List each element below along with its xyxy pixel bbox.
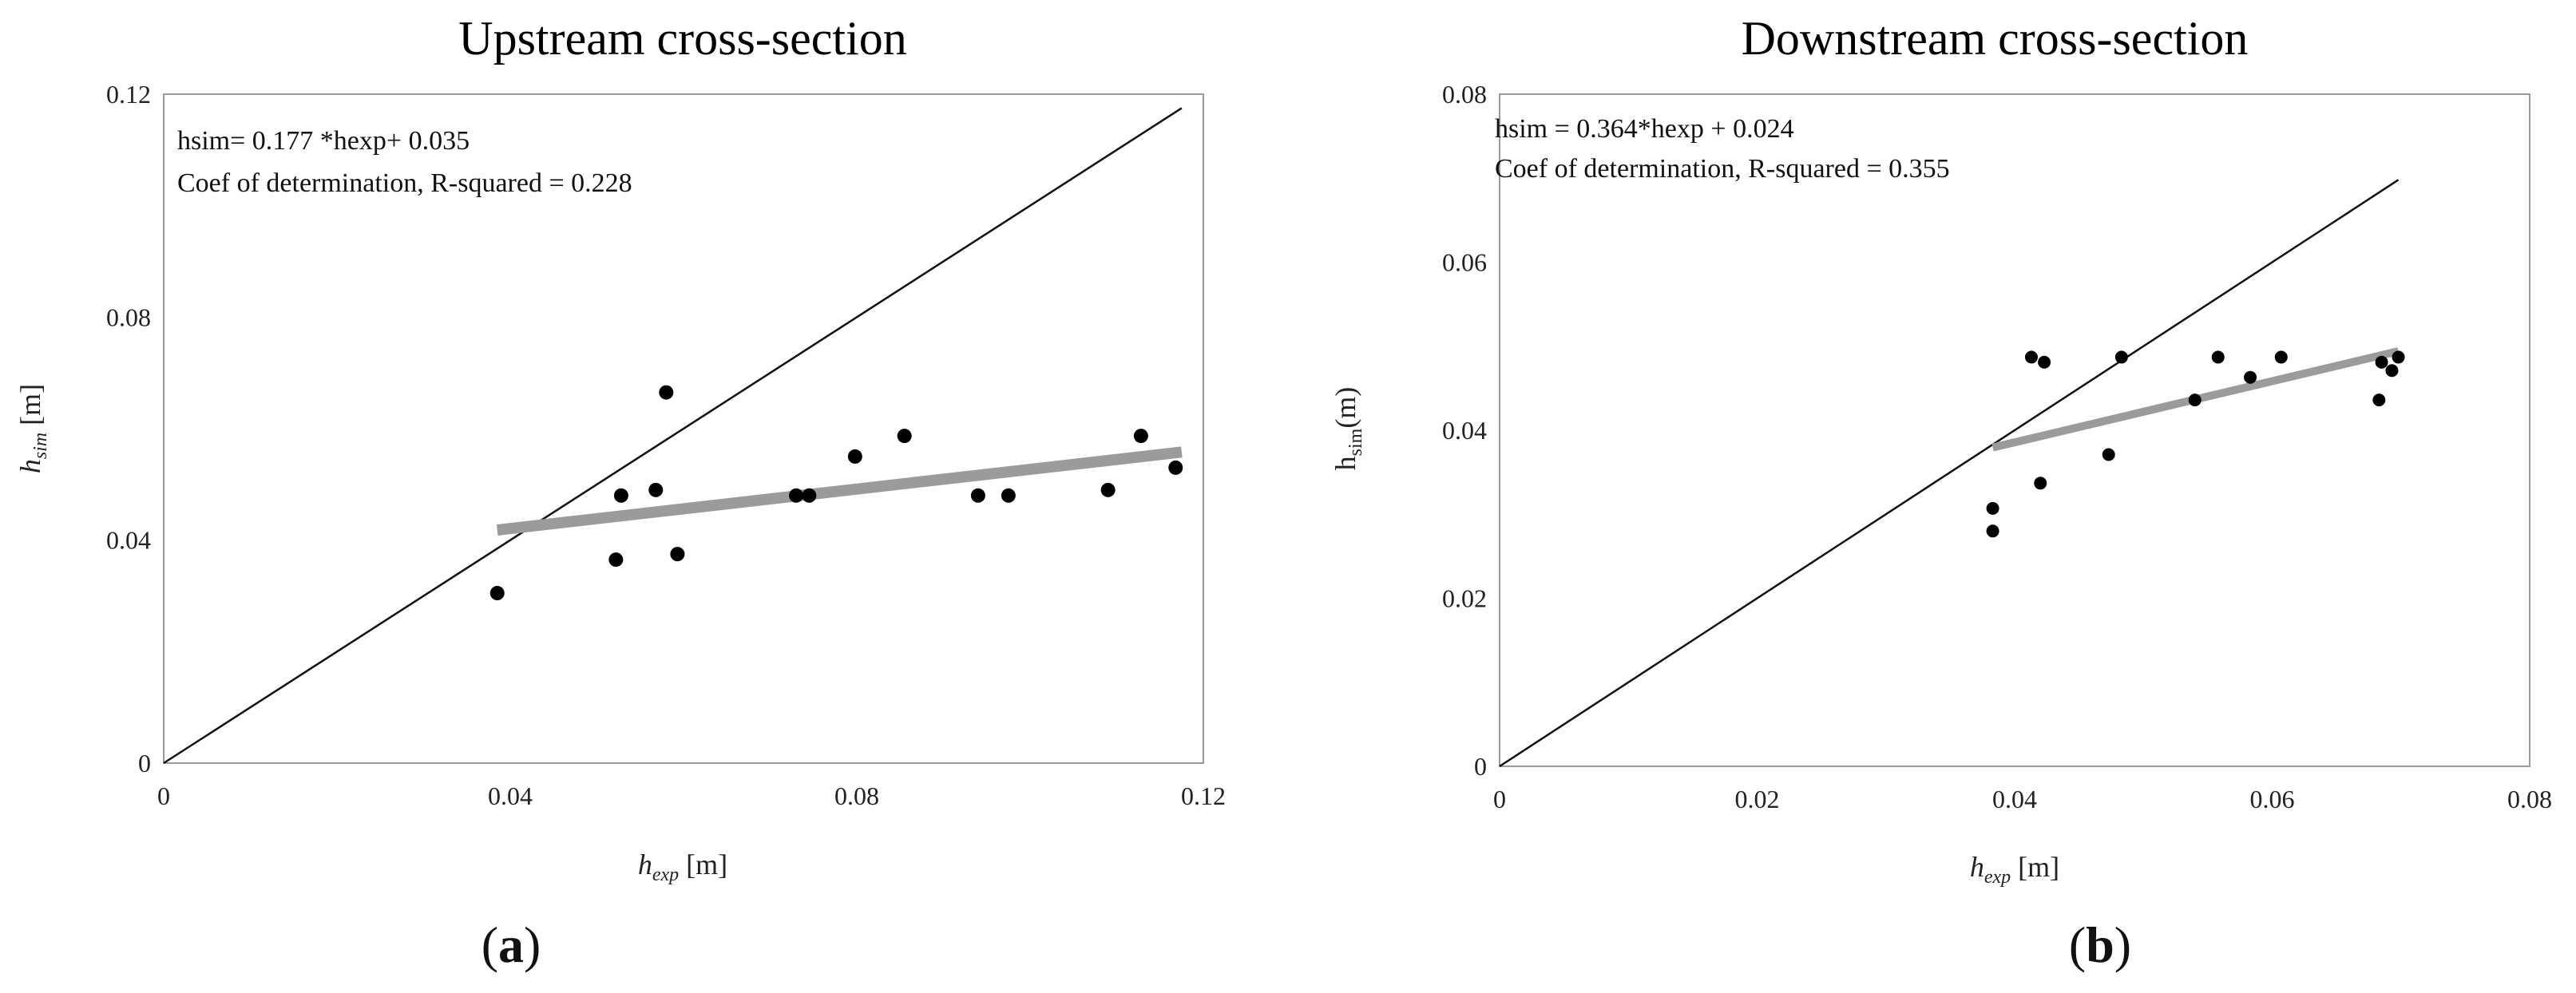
chart-title-downstream: Downstream cross-section bbox=[1742, 12, 2249, 65]
panel-label-b: (b) bbox=[2069, 916, 2131, 973]
y-axis-label-downstream: hsim(m) bbox=[1330, 387, 1366, 471]
data-point bbox=[2038, 355, 2051, 369]
data-point bbox=[1168, 460, 1183, 475]
data-point bbox=[847, 449, 862, 464]
x-tick-label: 0.04 bbox=[1992, 785, 2037, 813]
data-point bbox=[1001, 488, 1016, 503]
identity-line-downstream bbox=[1499, 179, 2400, 768]
equation-annotation-upstream: hsim= 0.177 *hexp+ 0.035 bbox=[177, 126, 470, 156]
panel-label-a: (a) bbox=[482, 916, 541, 973]
x-tick-label: 0 bbox=[1493, 785, 1506, 813]
y-tick-label: 0.08 bbox=[1442, 80, 1487, 109]
r-squared-annotation-downstream: Coef of determination, R-squared = 0.355 bbox=[1495, 154, 1950, 184]
data-point bbox=[608, 552, 624, 568]
plot-frame-upstream bbox=[163, 93, 1204, 764]
plot-frame-downstream bbox=[1499, 93, 2530, 767]
y-tick-label: 0 bbox=[1474, 752, 1487, 781]
data-point bbox=[970, 488, 985, 503]
y-axis-label-unit: [m] bbox=[14, 384, 46, 433]
x-tick-label: 0.02 bbox=[1735, 785, 1780, 813]
y-axis-label-unit: (m) bbox=[1330, 387, 1361, 429]
x-tick-labels-upstream: 0 0.04 0.08 0.12 bbox=[157, 781, 1226, 810]
data-point bbox=[897, 429, 912, 444]
x-axis-label-upstream: hexp [m] bbox=[638, 849, 727, 885]
y-axis-label-sub: sim bbox=[30, 433, 51, 459]
y-tick-label: 0.02 bbox=[1442, 584, 1487, 613]
data-point bbox=[613, 488, 628, 503]
y-tick-label: 0 bbox=[138, 749, 151, 777]
data-point bbox=[802, 488, 817, 503]
data-point bbox=[1986, 501, 1999, 515]
data-point bbox=[2034, 477, 2047, 490]
chart-downstream: Downstream cross-section 0 0.02 0.04 0.06 0.… bbox=[1330, 12, 2552, 973]
y-tick-labels-downstream: 0 0.02 0.04 0.06 0.08 bbox=[1442, 80, 1487, 781]
data-points-upstream bbox=[489, 385, 1183, 601]
data-point bbox=[648, 482, 664, 497]
data-point bbox=[789, 488, 804, 503]
x-tick-label: 0.12 bbox=[1181, 781, 1226, 810]
chart-upstream: Upstream cross-section 0 0.04 0.08 0.12 0 0.… bbox=[14, 12, 1226, 973]
y-axis-label-main: h bbox=[1330, 456, 1361, 470]
data-point bbox=[2188, 394, 2201, 407]
x-tick-label: 0 bbox=[157, 781, 170, 810]
data-point bbox=[1133, 429, 1148, 444]
x-axis-label-downstream: hexp [m] bbox=[1970, 851, 2059, 888]
r-squared-annotation-upstream: Coef of determination, R-squared = 0.228 bbox=[177, 168, 632, 198]
x-axis-label-sub: exp bbox=[1984, 867, 2011, 888]
data-points-downstream bbox=[1986, 350, 2405, 538]
data-point bbox=[2102, 448, 2115, 461]
y-tick-label: 0.12 bbox=[106, 80, 151, 109]
data-point bbox=[2244, 370, 2257, 384]
y-tick-labels-upstream: 0 0.04 0.08 0.12 bbox=[106, 80, 151, 777]
x-tick-label: 0.08 bbox=[2507, 785, 2552, 813]
y-axis-label-sub: sim bbox=[1345, 428, 1366, 456]
data-point bbox=[489, 586, 505, 601]
data-point bbox=[659, 385, 674, 400]
y-axis-label-upstream: hsim [m] bbox=[14, 384, 51, 473]
equation-annotation-downstream: hsim = 0.364*hexp + 0.024 bbox=[1495, 114, 1794, 144]
x-tick-label: 0.04 bbox=[488, 781, 533, 810]
data-point bbox=[2392, 350, 2405, 364]
identity-line-upstream bbox=[163, 107, 1183, 765]
x-axis-label-main: h bbox=[638, 849, 652, 880]
x-axis-label-main: h bbox=[1970, 851, 1984, 883]
x-tick-label: 0.06 bbox=[2250, 785, 2295, 813]
x-axis-label-sub: exp bbox=[652, 864, 679, 885]
data-point bbox=[2024, 350, 2038, 364]
data-point bbox=[2274, 350, 2288, 364]
data-point bbox=[2114, 350, 2128, 364]
y-tick-label: 0.04 bbox=[1442, 416, 1487, 445]
y-tick-label: 0.06 bbox=[1442, 248, 1487, 277]
x-tick-labels-downstream: 0 0.02 0.04 0.06 0.08 bbox=[1493, 785, 2552, 813]
y-tick-label: 0.08 bbox=[106, 303, 151, 331]
x-axis-label-unit: [m] bbox=[679, 849, 727, 880]
chart-title-upstream: Upstream cross-section bbox=[458, 12, 907, 65]
x-tick-label: 0.08 bbox=[834, 781, 879, 810]
data-point bbox=[1986, 524, 1999, 538]
data-point bbox=[2385, 364, 2399, 378]
data-point bbox=[670, 547, 685, 562]
data-point bbox=[2211, 350, 2225, 364]
data-point bbox=[2375, 355, 2388, 369]
y-tick-label: 0.04 bbox=[106, 526, 151, 555]
panel-letter-a: a bbox=[498, 916, 524, 973]
data-point bbox=[1100, 482, 1116, 497]
x-axis-label-unit: [m] bbox=[2011, 851, 2059, 883]
data-point bbox=[2372, 394, 2386, 407]
y-axis-label-main: h bbox=[14, 459, 46, 473]
regression-line-upstream bbox=[496, 446, 1183, 536]
panel-letter-b: b bbox=[2086, 916, 2114, 973]
